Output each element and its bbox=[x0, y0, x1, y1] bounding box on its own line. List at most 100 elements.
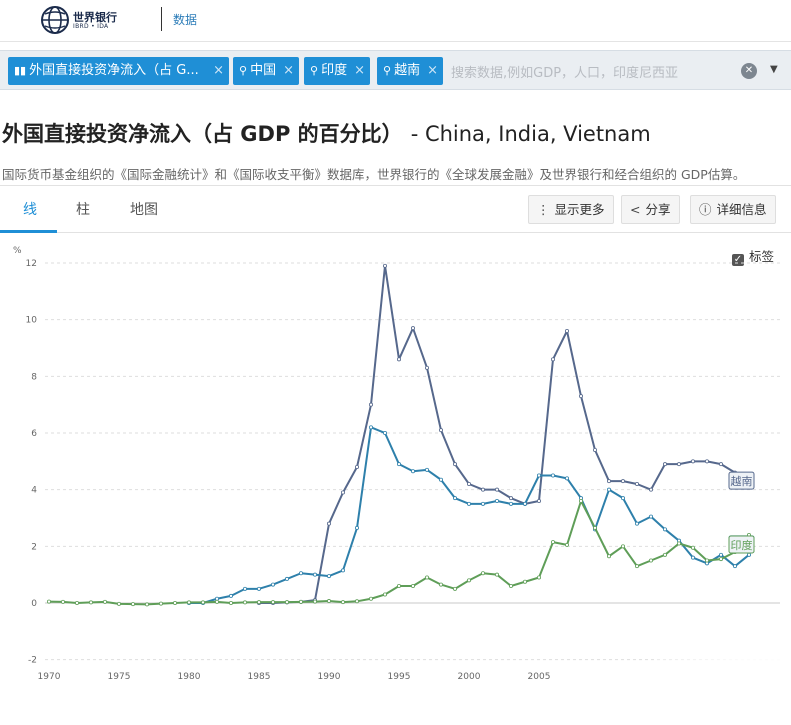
data-point bbox=[200, 600, 205, 605]
data-point bbox=[663, 527, 668, 532]
data-point bbox=[103, 599, 108, 604]
search-bar: ▮▮ 外国直接投资净流入（占 G... × ⚲ 中国 × ⚲ 印度 × ⚲ 越南 × 搜… bbox=[0, 50, 791, 90]
details-button[interactable]: ⓘ 详细信息 bbox=[690, 195, 776, 224]
chip-label: 印度 bbox=[321, 63, 348, 78]
data-point bbox=[438, 477, 443, 482]
chip-label: 越南 bbox=[394, 63, 421, 78]
data-point bbox=[424, 575, 429, 580]
chip-remove-icon[interactable]: × bbox=[213, 63, 224, 78]
data-point bbox=[733, 564, 738, 569]
data-point bbox=[214, 599, 219, 604]
data-point bbox=[691, 545, 696, 550]
active-tab-indicator bbox=[0, 230, 57, 233]
chevron-down-icon[interactable]: ▼ bbox=[770, 64, 778, 75]
world-bank-logo-icon[interactable] bbox=[40, 5, 70, 35]
data-point bbox=[452, 462, 457, 467]
data-point bbox=[719, 462, 724, 467]
data-point bbox=[438, 428, 443, 433]
chip-remove-icon[interactable]: × bbox=[354, 63, 365, 78]
data-point bbox=[621, 496, 626, 501]
indicator-title: 外国直接投资净流入（占 GDP 的百分比） bbox=[2, 122, 403, 146]
chart-fade-overlay bbox=[655, 610, 791, 725]
data-point bbox=[523, 579, 528, 584]
series-end-label-box bbox=[728, 535, 755, 554]
data-point bbox=[354, 464, 359, 469]
data-point bbox=[649, 514, 654, 519]
tab-map[interactable]: 地图 bbox=[130, 202, 158, 218]
chip-remove-icon[interactable]: × bbox=[283, 63, 294, 78]
data-point bbox=[466, 578, 471, 583]
data-point bbox=[635, 481, 640, 486]
clear-search-icon[interactable]: ✕ bbox=[741, 63, 757, 79]
x-tick-label: 1985 bbox=[248, 672, 271, 682]
data-point bbox=[635, 564, 640, 569]
data-point bbox=[410, 326, 415, 331]
data-point bbox=[242, 600, 247, 605]
data-point bbox=[368, 596, 373, 601]
data-point bbox=[312, 599, 317, 604]
y-axis-label: % bbox=[13, 246, 22, 256]
data-point bbox=[326, 599, 331, 604]
chip-label: 外国直接投资净流入（占 G... bbox=[29, 63, 199, 78]
data-point bbox=[368, 425, 373, 430]
data-point bbox=[508, 501, 513, 506]
tab-line[interactable]: 线 bbox=[23, 202, 37, 218]
search-input[interactable]: 搜索数据,例如GDP，人口，印度尼西亚 bbox=[451, 66, 679, 81]
data-point bbox=[326, 521, 331, 526]
page-title: 外国直接投资净流入（占 GDP 的百分比） - China, India, Vie… bbox=[2, 118, 651, 148]
data-point bbox=[508, 583, 513, 588]
data-point bbox=[607, 487, 612, 492]
y-tick-label: -2 bbox=[28, 656, 37, 666]
data-point bbox=[494, 487, 499, 492]
location-pin-icon: ⚲ bbox=[383, 64, 392, 77]
more-vertical-icon: ⋮ bbox=[537, 202, 550, 217]
nav-data-link[interactable]: 数据 bbox=[173, 13, 198, 27]
indicator-chip[interactable]: ▮▮ 外国直接投资净流入（占 G... × bbox=[8, 57, 229, 85]
data-point bbox=[649, 487, 654, 492]
data-point bbox=[691, 459, 696, 464]
chip-remove-icon[interactable]: × bbox=[427, 63, 438, 78]
country-chip-vietnam[interactable]: ⚲ 越南 × bbox=[377, 57, 443, 85]
data-point bbox=[368, 402, 373, 407]
data-point bbox=[130, 602, 135, 607]
data-point bbox=[719, 552, 724, 557]
data-point bbox=[117, 601, 122, 606]
data-point bbox=[705, 459, 710, 464]
share-button[interactable]: < 分享 bbox=[621, 195, 680, 224]
data-point bbox=[61, 599, 66, 604]
top-bar: 世界银行 IBRD • IDA 数据 bbox=[0, 0, 791, 42]
data-point bbox=[186, 600, 191, 605]
country-chip-india[interactable]: ⚲ 印度 × bbox=[304, 57, 370, 85]
data-point bbox=[607, 479, 612, 484]
data-point bbox=[354, 599, 359, 604]
data-point bbox=[537, 575, 542, 580]
share-icon: < bbox=[630, 202, 641, 217]
data-point bbox=[523, 501, 528, 506]
series-end-label: 越南 bbox=[731, 474, 753, 488]
data-point bbox=[382, 592, 387, 597]
series-end-label-box bbox=[728, 471, 755, 490]
data-point bbox=[89, 600, 94, 605]
line-chart: -2 0 2 4 6 8 10 12% 1970 1975 1980 1985 1990 1995 2000… bbox=[13, 246, 780, 682]
data-point bbox=[158, 601, 163, 606]
show-more-button[interactable]: ⋮ 显示更多 bbox=[528, 195, 614, 224]
data-point bbox=[382, 263, 387, 268]
tab-bar[interactable]: 柱 bbox=[76, 202, 90, 218]
logo-divider bbox=[161, 7, 162, 31]
y-tick-label: 4 bbox=[31, 486, 37, 496]
country-chip-china[interactable]: ⚲ 中国 × bbox=[233, 57, 299, 85]
data-point bbox=[508, 496, 513, 501]
data-point bbox=[354, 525, 359, 530]
data-point bbox=[607, 554, 612, 559]
y-tick-label: 12 bbox=[26, 259, 37, 269]
x-tick-label: 2005 bbox=[528, 672, 551, 682]
data-point bbox=[579, 498, 584, 503]
x-tick-label: 1995 bbox=[388, 672, 411, 682]
data-point bbox=[719, 557, 724, 562]
data-point bbox=[565, 329, 570, 334]
series-end-label: 印度 bbox=[731, 538, 753, 552]
source-note: 国际货币基金组织的《国际金融统计》和《国际收支平衡》数据库，世界银行的《全球发展… bbox=[2, 167, 746, 182]
data-point bbox=[326, 574, 331, 579]
data-point bbox=[424, 365, 429, 370]
data-point bbox=[396, 462, 401, 467]
